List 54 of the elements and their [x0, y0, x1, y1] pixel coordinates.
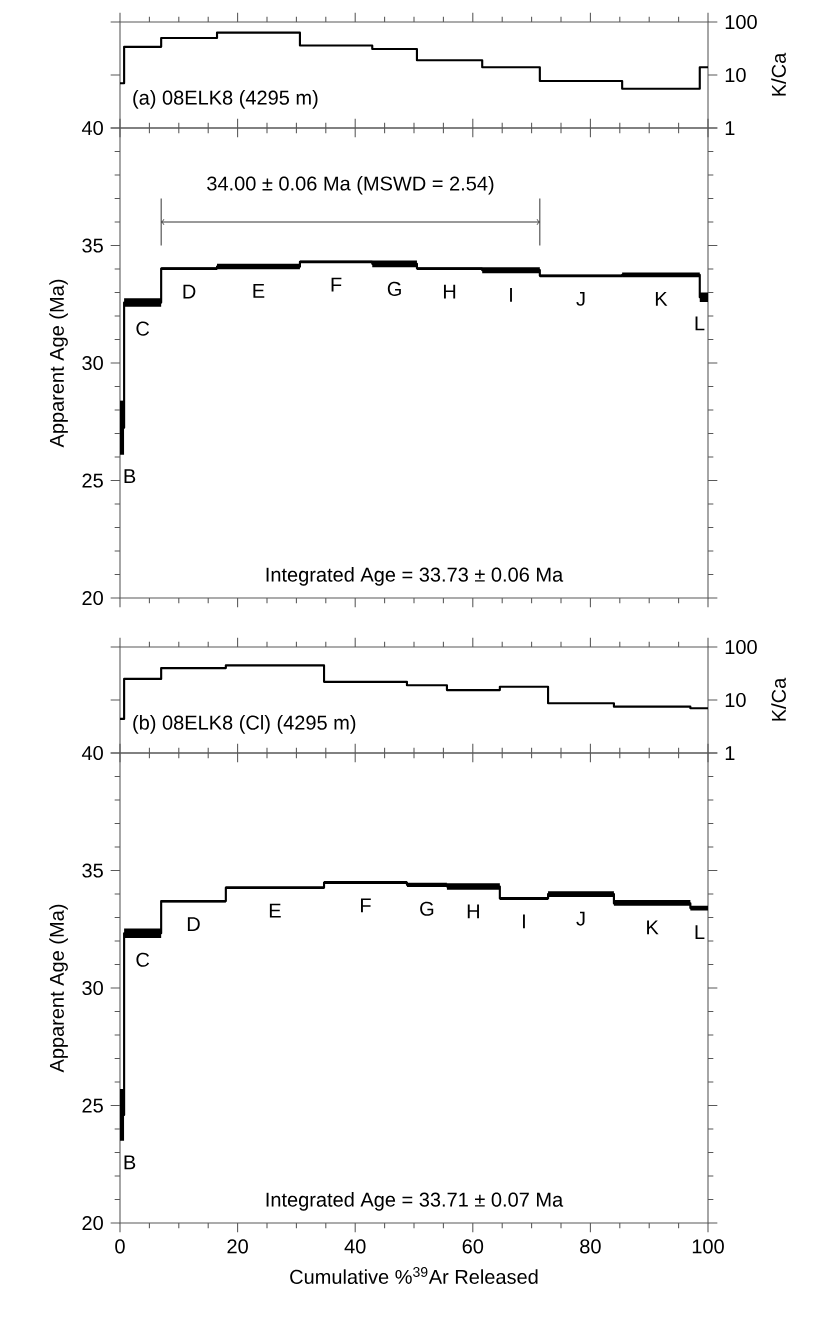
y-tick-label: 30 [82, 355, 103, 371]
y-tick-label: 20 [82, 590, 103, 606]
y-tick-label: 20 [82, 1215, 103, 1231]
annotation: 34.00 ± 0.06 Ma (MSWD = 2.54) [207, 175, 494, 195]
y-tick-label: 40 [81, 120, 103, 136]
annotation: I [510, 287, 512, 302]
y2-axis-title: K/Ca [771, 52, 786, 96]
y2-tick-label: 100 [725, 14, 757, 30]
annotation: C [136, 952, 150, 967]
annotation: K [647, 920, 659, 935]
y-axis-title: Apparent Age (Ma) [49, 279, 68, 448]
x-tick-label: 80 [580, 1239, 601, 1254]
y2-tick-label: 10 [725, 692, 746, 708]
annotation: E [269, 903, 281, 918]
x-tick-label: 0 [115, 1239, 125, 1254]
y-tick-label: 35 [82, 238, 103, 253]
y2-axis-title: K/Ca [771, 677, 786, 721]
y2-tick-label: 1 [725, 121, 735, 135]
y-tick-label: 30 [82, 980, 103, 996]
annotation: L [695, 316, 705, 331]
x-tick-label: 60 [462, 1239, 484, 1254]
y2-tick-label: 1 [725, 746, 735, 760]
annotation: Integrated Age = 33.73 ± 0.06 Ma [266, 567, 564, 586]
annotation: F [331, 277, 342, 292]
annotation: H [467, 904, 479, 919]
annotation: K [655, 291, 668, 306]
x-tick-label: 40 [344, 1239, 366, 1254]
annotation: H [443, 284, 456, 299]
y-tick-label: 40 [81, 745, 103, 761]
annotation: L [695, 925, 705, 939]
y2-tick-label: 10 [725, 67, 746, 83]
annotation: B [124, 469, 136, 484]
annotation: F [361, 898, 371, 913]
annotation: D [187, 917, 200, 931]
y-axis-title: Apparent Age (Ma) [49, 904, 68, 1073]
annotation: Integrated Age = 33.71 ± 0.07 Ma [266, 1192, 564, 1211]
annotation: E [253, 283, 265, 298]
text: (a) 08ELK8 (4295 m) [133, 90, 318, 109]
annotation: I [523, 914, 525, 929]
annotation: B [124, 1155, 136, 1170]
x-tick-label: 100 [692, 1239, 724, 1254]
annotation: G [387, 281, 401, 296]
annotation: J [576, 911, 585, 926]
annotation: J [576, 291, 585, 306]
y-tick-label: 35 [82, 863, 103, 878]
annotation: G [420, 901, 434, 916]
annotation: D [183, 284, 196, 299]
x-axis-title: Cumulative %$^{39}$Ar Released [290, 1267, 538, 1284]
y-tick-label: 25 [82, 473, 103, 488]
y-tick-label: 25 [82, 1098, 103, 1113]
x-tick-label: 20 [227, 1239, 248, 1254]
y2-tick-label: 100 [725, 639, 757, 655]
annotation: C [136, 321, 150, 336]
text: (b) 08ELK8 (Cl) (4295 m) [133, 715, 356, 734]
